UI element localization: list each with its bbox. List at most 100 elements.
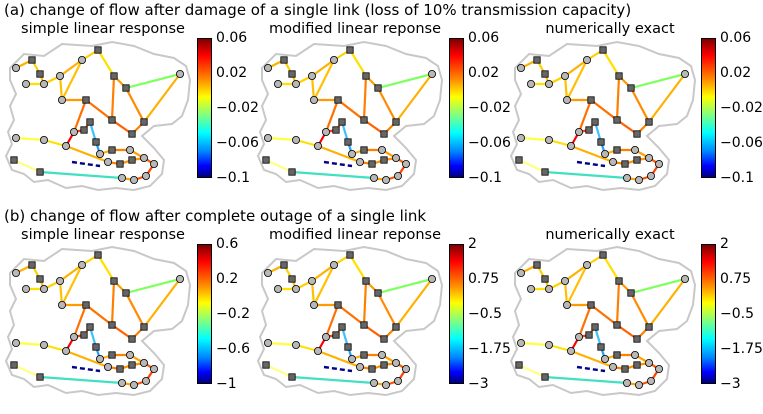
colorbar-tick-label: 0.2	[216, 271, 239, 287]
consumer-node	[392, 118, 400, 126]
transmission-line	[72, 304, 88, 338]
transmission-line	[291, 170, 375, 180]
transmission-line	[615, 280, 621, 326]
consumer-node	[116, 160, 124, 168]
transmission-line	[520, 341, 550, 347]
generator-node	[70, 333, 79, 342]
transmission-line	[630, 277, 686, 295]
generator-node	[427, 69, 436, 78]
transmission-line	[337, 304, 365, 326]
generator-node	[631, 146, 640, 155]
consumer-node	[334, 301, 342, 309]
generator-node	[545, 285, 554, 294]
colorbar-tick-label: −0.06	[468, 135, 511, 151]
generator-node	[62, 142, 71, 151]
transmission-line	[125, 87, 145, 123]
consumer-node	[128, 130, 136, 138]
transmission-line	[337, 99, 365, 121]
generator-node	[118, 173, 127, 182]
generator-node	[391, 154, 400, 163]
generator-node	[635, 175, 644, 184]
transmission-line	[630, 72, 686, 90]
generator-node	[644, 154, 653, 163]
colorbar-tick-label: 0.06	[720, 30, 752, 46]
consumer-node	[288, 70, 296, 78]
transmission-line	[125, 292, 145, 328]
panel-title: modified linear reponse	[268, 21, 442, 37]
generator-node	[393, 171, 402, 180]
generator-node	[322, 333, 331, 342]
generator-node	[348, 355, 357, 364]
transmission-line	[58, 280, 64, 306]
consumer-node	[288, 168, 296, 176]
coastline-outline	[256, 245, 444, 397]
generator-node	[263, 268, 272, 277]
consumer-node	[346, 251, 354, 259]
colorbar-tick-label: −0.1	[720, 170, 754, 186]
transmission-line	[310, 280, 316, 306]
transmission-line	[61, 59, 83, 101]
consumer-node	[332, 126, 340, 134]
consumer-node	[262, 361, 270, 369]
consumer-node	[533, 261, 541, 269]
consumer-node	[86, 323, 94, 331]
generator-node	[308, 72, 317, 81]
generator-node	[427, 274, 436, 283]
generator-node	[118, 378, 127, 387]
generator-node	[644, 359, 653, 368]
generator-node	[314, 142, 323, 151]
consumer-node	[128, 335, 136, 343]
transmission-line	[520, 136, 550, 142]
colorbar-tick-label: 0.75	[468, 271, 500, 287]
generator-node	[263, 134, 272, 143]
generator-node	[314, 347, 323, 356]
colorbar-tick-label: 0.6	[216, 236, 239, 252]
transmission-line	[267, 136, 297, 142]
generator-node	[175, 274, 184, 283]
generator-node	[62, 347, 71, 356]
colorbar-tick-label: −3	[468, 376, 489, 392]
generator-node	[356, 363, 365, 372]
colorbar	[197, 244, 212, 384]
transmission-line	[267, 341, 297, 347]
consumer-node	[633, 361, 641, 369]
generator-node	[58, 96, 67, 105]
colorbar	[197, 38, 212, 178]
colorbar-tick-label: 2	[720, 236, 729, 252]
generator-node	[370, 378, 379, 387]
transmission-line	[265, 159, 293, 173]
consumer-node	[533, 56, 541, 64]
generator-node	[526, 285, 535, 294]
consumer-node	[94, 46, 102, 54]
consumer-node	[346, 46, 354, 54]
colorbar-tick-label: −0.06	[720, 135, 763, 151]
transmission-line	[564, 264, 588, 282]
consumer-node	[599, 46, 607, 54]
transmission-line	[310, 75, 316, 101]
generator-node	[356, 158, 365, 167]
transmission-line	[648, 73, 686, 123]
consumer-node	[344, 343, 352, 351]
panel-title: simple linear response	[21, 227, 185, 243]
panel-title: modified linear reponse	[268, 227, 442, 243]
transmission-line	[602, 254, 620, 282]
generator-node	[545, 80, 554, 89]
transmission-line	[311, 264, 335, 282]
colorbar-tick-label: −0.2	[216, 306, 250, 322]
transmission-line	[395, 278, 433, 328]
generator-node	[139, 154, 148, 163]
transmission-line	[395, 73, 433, 123]
consumer-node	[587, 301, 595, 309]
transmission-line	[97, 49, 115, 77]
transmission-line	[313, 59, 335, 101]
generator-node	[330, 260, 339, 269]
consumer-node	[599, 251, 607, 259]
consumer-node	[80, 126, 88, 134]
generator-node	[78, 260, 87, 269]
transmission-line	[58, 75, 64, 101]
generator-node	[21, 285, 30, 294]
generator-node	[149, 160, 158, 169]
generator-node	[263, 63, 272, 72]
colorbar-tick-label: 2	[468, 236, 477, 252]
consumer-node	[627, 84, 635, 92]
